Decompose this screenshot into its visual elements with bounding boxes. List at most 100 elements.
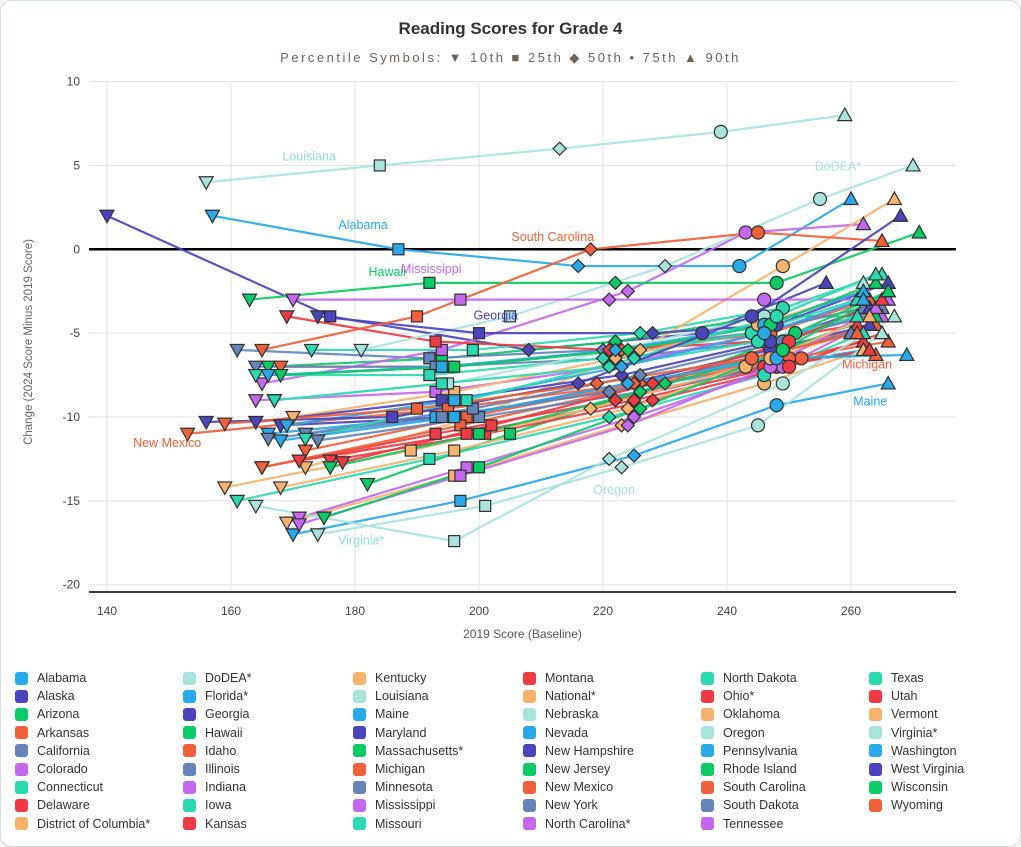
marker-circle[interactable]: Alaska — 75th <box>695 326 710 341</box>
legend-item-idaho[interactable]: Idaho <box>183 742 353 760</box>
marker-square[interactable]: Michigan — 25th <box>454 419 467 432</box>
legend-item-north-dakota[interactable]: North Dakota <box>701 669 869 687</box>
marker-triangle-down[interactable]: California — 10th <box>229 343 246 359</box>
marker-triangle-up[interactable]: Pennsylvania — 90th <box>855 291 872 306</box>
marker-square[interactable]: Georgia — 25th <box>472 327 486 340</box>
marker-square[interactable]: DoDEA* — 25th <box>503 310 517 323</box>
marker-triangle-down[interactable]: Virginia* — 10th <box>247 499 264 515</box>
marker-square[interactable]: New Jersey — 25th <box>448 360 461 373</box>
marker-diamond[interactable]: Maine — 50th <box>626 448 642 463</box>
marker-diamond[interactable]: South Carolina — 50th <box>583 241 598 257</box>
legend-item-alaska[interactable]: Alaska <box>15 687 183 705</box>
marker-square[interactable]: Kansas — 25th <box>429 427 442 440</box>
marker-square[interactable]: Delaware — 25th <box>429 335 442 348</box>
marker-diamond[interactable]: Mississippi — 50th <box>601 292 617 307</box>
marker-square[interactable]: Rhode Island — 25th <box>472 427 486 440</box>
marker-triangle-down[interactable]: South Carolina — 10th <box>253 343 271 359</box>
legend-item-montana[interactable]: Montana <box>523 669 701 687</box>
legend-item-kentucky[interactable]: Kentucky <box>353 669 523 687</box>
marker-diamond[interactable]: Louisiana — 50th <box>552 141 567 157</box>
marker-triangle-down[interactable]: Wyoming — 10th <box>216 417 233 432</box>
legend-item-louisiana[interactable]: Louisiana <box>353 687 523 705</box>
marker-circle[interactable]: Louisiana — 75th <box>713 124 728 140</box>
marker-triangle-down[interactable]: Montana — 10th <box>291 454 308 469</box>
marker-triangle-up[interactable]: Colorado — 90th <box>855 215 872 231</box>
legend-item-oklahoma[interactable]: Oklahoma <box>701 705 869 723</box>
marker-diamond[interactable]: Connecticut — 50th <box>632 325 648 341</box>
marker-triangle-up[interactable]: DoDEA* — 90th <box>904 157 922 172</box>
marker-triangle-down[interactable]: Michigan — 10th <box>253 461 271 476</box>
marker-triangle-down[interactable]: Mississippi — 10th <box>284 293 302 308</box>
legend-item-minnesota[interactable]: Minnesota <box>353 778 523 796</box>
marker-diamond[interactable]: Montana — 50th <box>626 392 642 408</box>
marker-diamond[interactable]: New Jersey — 50th <box>620 342 636 358</box>
marker-circle[interactable]: Wyoming — 75th <box>744 351 759 366</box>
marker-diamond[interactable]: New Hampshire — 50th <box>614 367 629 383</box>
marker-triangle-down[interactable]: Oklahoma — 10th <box>216 481 233 496</box>
legend-item-utah[interactable]: Utah <box>869 687 1019 705</box>
marker-square[interactable]: Massachusetts* — 25th <box>503 427 517 440</box>
marker-triangle-down[interactable]: Louisiana — 10th <box>198 176 215 191</box>
legend-item-texas[interactable]: Texas <box>869 669 1019 687</box>
marker-square[interactable]: Nevada — 25th <box>435 360 448 373</box>
legend-item-illinois[interactable]: Illinois <box>183 760 353 778</box>
legend-item-kansas[interactable]: Kansas <box>183 815 353 833</box>
marker-square[interactable]: New York — 25th <box>466 402 479 415</box>
marker-triangle-down[interactable]: Hawaii — 10th <box>241 293 258 308</box>
legend-item-arkansas[interactable]: Arkansas <box>15 724 183 742</box>
marker-diamond[interactable]: Wisconsin — 50th <box>632 401 648 416</box>
marker-triangle-up[interactable]: Wyoming — 90th <box>849 324 866 340</box>
marker-square[interactable]: Louisiana — 25th <box>373 159 386 172</box>
marker-triangle-up[interactable]: Vermont — 90th <box>861 308 878 323</box>
legend-item-california[interactable]: California <box>15 742 183 760</box>
legend-item-south-dakota[interactable]: South Dakota <box>701 796 869 814</box>
legend-item-indiana[interactable]: Indiana <box>183 778 353 796</box>
legend-item-tennessee[interactable]: Tennessee <box>701 815 869 833</box>
marker-diamond[interactable]: Utah — 50th <box>645 376 660 391</box>
marker-square[interactable]: South Carolina — 25th <box>410 310 424 323</box>
marker-triangle-up[interactable]: Hawaii — 90th <box>911 224 928 239</box>
marker-circle[interactable]: District of Columbia* — 75th <box>775 258 790 274</box>
marker-triangle-down[interactable]: DoDEA* — 10th <box>353 343 370 359</box>
marker-triangle-down[interactable]: Minnesota — 10th <box>309 434 326 449</box>
marker-square[interactable]: Hawaii — 25th <box>423 276 436 289</box>
marker-diamond[interactable]: Washington — 50th <box>620 376 636 391</box>
legend-item-florida-[interactable]: Florida* <box>183 687 353 705</box>
marker-triangle-down[interactable]: Wisconsin — 10th <box>315 511 333 526</box>
legend-item-new-hampshire[interactable]: New Hampshire <box>523 742 701 760</box>
legend-item-maryland[interactable]: Maryland <box>353 724 523 742</box>
marker-triangle-up[interactable]: Virginia* — 90th <box>886 308 903 323</box>
marker-diamond[interactable]: Alabama — 50th <box>570 258 586 274</box>
marker-triangle-down[interactable]: Connecticut — 10th <box>303 343 320 359</box>
marker-triangle-down[interactable]: Massachusetts* — 10th <box>359 477 376 493</box>
marker-circle[interactable]: Hawaii — 75th <box>769 275 784 290</box>
legend-item-virginia-[interactable]: Virginia* <box>869 724 1019 742</box>
marker-triangle-down[interactable]: Kentucky — 10th <box>278 516 295 531</box>
legend-item-delaware[interactable]: Delaware <box>15 796 183 814</box>
marker-square[interactable]: Alaska — 25th <box>324 310 337 323</box>
legend-item-colorado[interactable]: Colorado <box>15 760 183 778</box>
marker-diamond[interactable]: National* — 50th <box>608 350 623 366</box>
marker-square[interactable]: Texas — 25th <box>460 394 473 407</box>
marker-triangle-up[interactable]: Oregon — 90th <box>873 324 891 340</box>
legend-item-arizona[interactable]: Arizona <box>15 705 183 723</box>
marker-diamond[interactable]: Tennessee — 50th <box>620 418 636 433</box>
marker-square[interactable]: Alabama — 25th <box>392 243 405 256</box>
marker-triangle-up[interactable]: Utah — 90th <box>873 291 891 306</box>
marker-triangle-up[interactable]: Tennessee — 90th <box>867 299 884 315</box>
legend-item-georgia[interactable]: Georgia <box>183 705 353 723</box>
marker-triangle-down[interactable]: New Mexico — 10th <box>179 427 196 442</box>
marker-circle[interactable]: Michigan — 75th <box>794 351 809 366</box>
legend-item-missouri[interactable]: Missouri <box>353 815 523 833</box>
marker-diamond[interactable]: Oregon — 50th <box>614 459 629 475</box>
marker-diamond[interactable]: Hawaii — 50th <box>608 275 623 291</box>
marker-triangle-up[interactable]: West Virginia — 90th <box>892 207 909 222</box>
marker-diamond[interactable]: Kansas — 50th <box>608 392 623 408</box>
marker-circle[interactable]: DoDEA* — 75th <box>812 191 828 207</box>
legend-item-nebraska[interactable]: Nebraska <box>523 705 701 723</box>
marker-diamond[interactable]: New York — 50th <box>632 367 648 383</box>
marker-square[interactable]: California — 25th <box>423 352 436 365</box>
marker-triangle-up[interactable]: Wisconsin — 90th <box>880 282 897 298</box>
marker-square[interactable]: Utah — 25th <box>485 419 498 432</box>
marker-triangle-down[interactable]: Colorado — 10th <box>253 377 271 392</box>
